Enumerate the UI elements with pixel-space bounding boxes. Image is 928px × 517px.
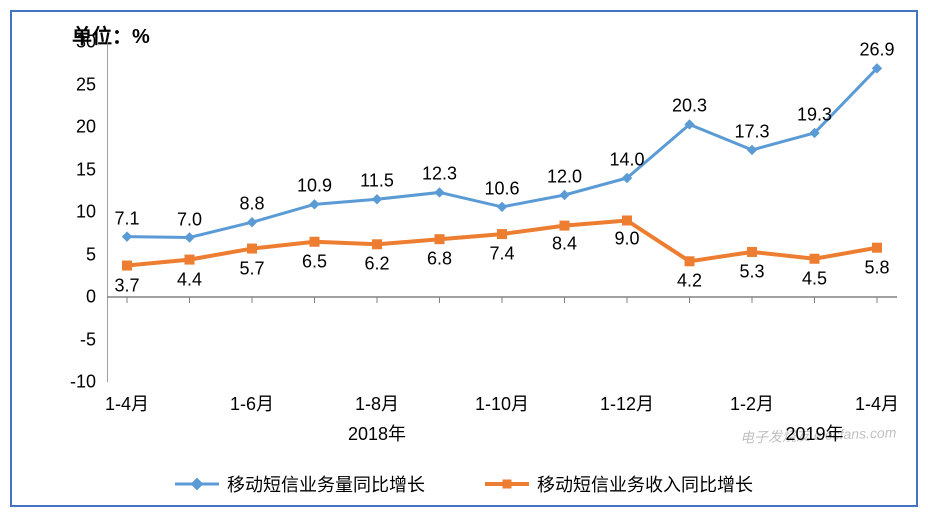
data-label: 8.8 xyxy=(239,194,264,215)
data-label: 8.4 xyxy=(552,233,577,254)
data-label: 9.0 xyxy=(614,228,639,249)
legend-label-volume: 移动短信业务量同比增长 xyxy=(227,471,425,497)
data-label: 11.5 xyxy=(360,171,394,192)
legend-item-volume: 移动短信业务量同比增长 xyxy=(175,471,425,497)
data-label: 20.3 xyxy=(672,96,707,117)
data-label: 5.8 xyxy=(864,257,889,278)
data-label: 7.1 xyxy=(114,208,139,229)
x-tick-label: 1-6月 xyxy=(230,390,274,416)
y-tick-label: 25 xyxy=(46,74,96,95)
legend-label-revenue: 移动短信业务收入同比增长 xyxy=(537,471,753,497)
legend: 移动短信业务量同比增长 移动短信业务收入同比增长 xyxy=(12,471,916,497)
data-label: 4.2 xyxy=(677,271,702,292)
y-tick-label: -10 xyxy=(46,372,96,393)
x-tick-label: 1-2月 xyxy=(730,390,774,416)
data-label: 10.9 xyxy=(297,176,332,197)
data-label: 4.4 xyxy=(177,269,202,290)
data-label: 7.0 xyxy=(177,209,202,230)
data-label: 26.9 xyxy=(859,40,894,61)
x-tick-label: 1-4月 xyxy=(855,390,899,416)
data-label: 3.7 xyxy=(114,275,139,296)
data-label: 12.0 xyxy=(547,167,582,188)
y-tick-label: 5 xyxy=(46,244,96,265)
data-label: 19.3 xyxy=(797,104,832,125)
x-tick-label: 1-10月 xyxy=(475,390,529,416)
chart-container: 单位：% -10-5051015202530 1-4月1-6月1-8月1-10月… xyxy=(10,10,918,507)
y-tick-label: 10 xyxy=(46,202,96,223)
data-label: 5.7 xyxy=(239,258,264,279)
x-group-label: 2018年 xyxy=(348,420,406,446)
data-label: 12.3 xyxy=(422,164,457,185)
data-label: 6.8 xyxy=(427,249,452,270)
legend-swatch-revenue xyxy=(485,475,529,493)
x-tick-label: 1-4月 xyxy=(105,390,149,416)
data-label: 10.6 xyxy=(484,178,519,199)
data-label: 17.3 xyxy=(734,121,769,142)
x-group-label: 2019年 xyxy=(785,420,843,446)
y-tick-label: 15 xyxy=(46,159,96,180)
chart-plot xyxy=(107,42,897,382)
y-tick-label: -5 xyxy=(46,329,96,350)
legend-swatch-volume xyxy=(175,475,219,493)
y-tick-label: 30 xyxy=(46,32,96,53)
data-label: 7.4 xyxy=(489,244,514,265)
data-label: 14.0 xyxy=(609,150,644,171)
data-label: 5.3 xyxy=(739,261,764,282)
y-tick-label: 0 xyxy=(46,287,96,308)
x-tick-label: 1-12月 xyxy=(600,390,654,416)
data-label: 4.5 xyxy=(802,268,827,289)
legend-item-revenue: 移动短信业务收入同比增长 xyxy=(485,471,753,497)
data-label: 6.5 xyxy=(302,251,327,272)
y-tick-label: 20 xyxy=(46,117,96,138)
x-tick-label: 1-8月 xyxy=(355,390,399,416)
data-label: 6.2 xyxy=(364,254,389,275)
